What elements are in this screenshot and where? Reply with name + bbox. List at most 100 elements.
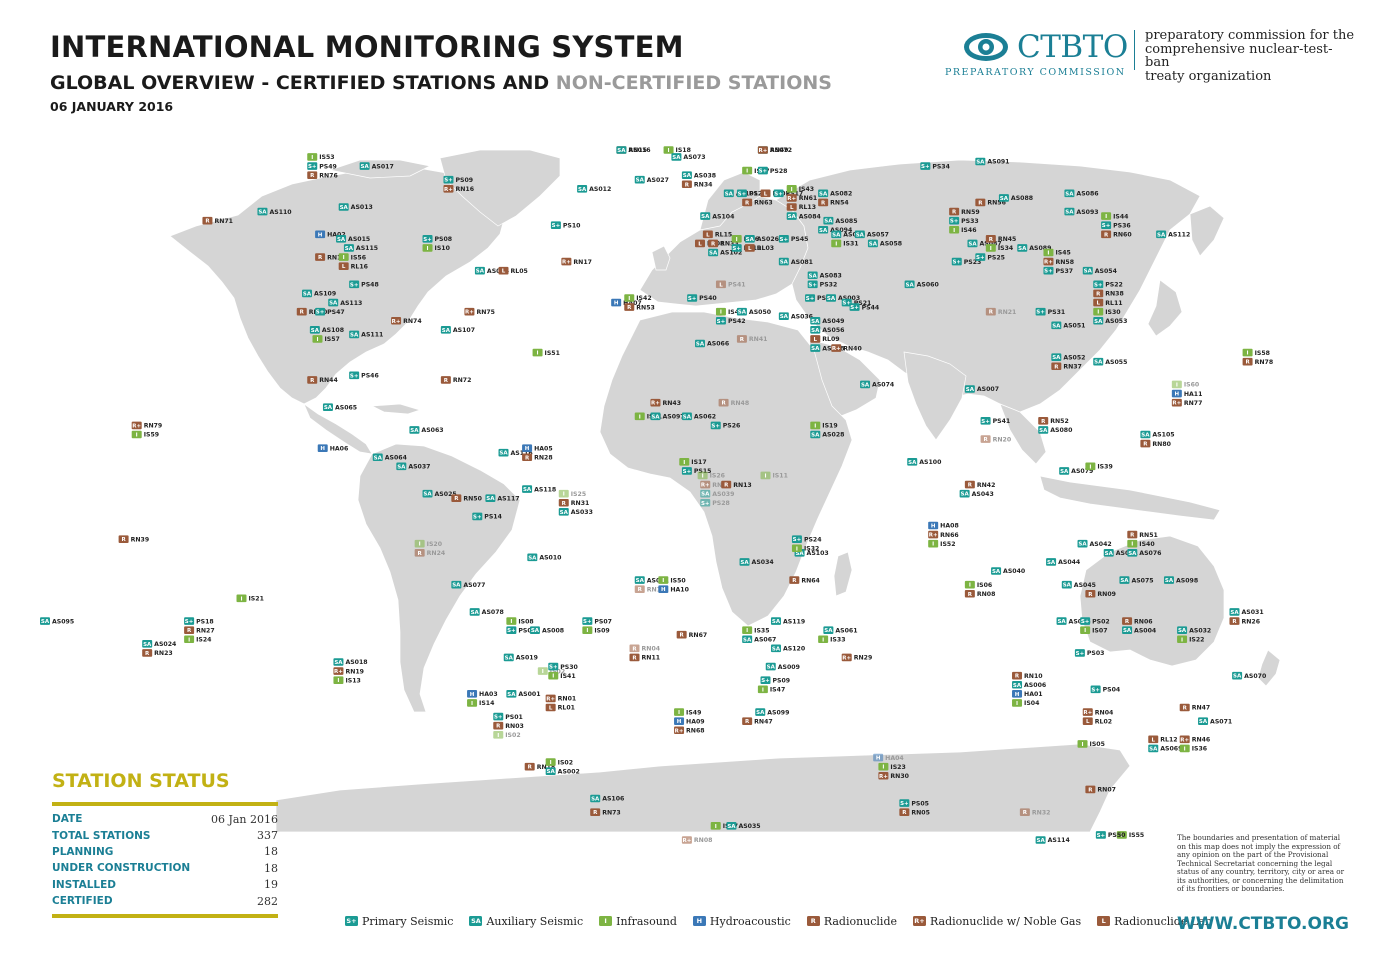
station-marker[interactable]: R RN67: [676, 630, 708, 639]
station-marker[interactable]: SA AS067: [742, 635, 776, 643]
station-marker[interactable]: S+ PS15: [681, 467, 712, 475]
station-marker[interactable]: SA AS008: [529, 626, 564, 634]
station-marker[interactable]: I IS26: [697, 471, 725, 480]
station-marker[interactable]: S+ PS33: [949, 216, 979, 225]
station-marker[interactable]: SA AS119: [770, 617, 805, 625]
station-marker[interactable]: SA AS077: [451, 580, 486, 589]
station-marker[interactable]: R RN47: [742, 717, 773, 725]
station-marker[interactable]: S+ PS05: [899, 799, 929, 807]
station-marker[interactable]: SA AS102: [708, 248, 742, 257]
station-marker[interactable]: SA AS088: [998, 194, 1033, 202]
station-marker[interactable]: R RN24: [414, 549, 446, 557]
station-marker[interactable]: SA AS054: [1082, 266, 1118, 275]
station-marker[interactable]: SA AS116: [498, 448, 533, 457]
station-marker[interactable]: SA AS027: [634, 175, 669, 184]
station-marker[interactable]: SA AS033: [558, 508, 593, 516]
station-marker[interactable]: R RN72: [440, 376, 472, 384]
station-marker[interactable]: SA AS051: [1051, 321, 1085, 330]
station-marker[interactable]: H HA09: [674, 717, 705, 725]
station-marker[interactable]: SA AS089: [1017, 244, 1051, 252]
station-marker[interactable]: S+ PS31: [1035, 307, 1066, 316]
station-marker[interactable]: H HA03: [467, 690, 498, 698]
station-marker[interactable]: SA AS118: [522, 485, 556, 493]
station-marker[interactable]: I IS14: [467, 699, 495, 707]
station-marker[interactable]: SA AS060: [904, 280, 940, 289]
station-marker[interactable]: R RN04: [629, 644, 661, 653]
station-marker[interactable]: R RN32: [1019, 808, 1051, 816]
station-marker[interactable]: SA AS087: [967, 239, 1002, 248]
station-marker[interactable]: H HA11: [1171, 389, 1203, 398]
station-marker[interactable]: SA AS114: [1035, 836, 1071, 844]
station-marker[interactable]: SA AS009: [765, 662, 800, 671]
station-marker[interactable]: L RL11: [1093, 298, 1123, 307]
station-marker[interactable]: S+ PS43: [805, 294, 835, 302]
station-marker[interactable]: SA AS097: [650, 412, 685, 421]
station-marker[interactable]: L RL12: [1148, 735, 1178, 744]
station-marker[interactable]: SA AS080: [1038, 426, 1073, 434]
station-marker[interactable]: SA AS113: [328, 298, 362, 307]
station-marker[interactable]: S+ PS48: [349, 280, 379, 289]
station-marker[interactable]: SA AS024: [142, 640, 177, 648]
station-marker[interactable]: R+ RN74: [391, 316, 422, 325]
station-marker[interactable]: SA AS112: [1156, 230, 1190, 239]
station-marker[interactable]: SA AS018: [333, 658, 368, 666]
station-marker[interactable]: I IS11: [760, 471, 788, 480]
station-marker[interactable]: R+ RN79: [131, 421, 163, 430]
ctbto-logo[interactable]: CTBTO PREPARATORY COMMISSION preparatory…: [945, 28, 1354, 83]
station-marker[interactable]: SA AS050: [736, 307, 772, 316]
station-marker[interactable]: I IS39: [1085, 462, 1113, 471]
station-marker[interactable]: R RN59: [949, 207, 980, 216]
station-marker[interactable]: SA AS025: [422, 489, 457, 498]
station-marker[interactable]: R RN13: [721, 480, 752, 489]
station-marker[interactable]: R RN45: [985, 235, 1017, 243]
station-marker[interactable]: I IS60: [1171, 380, 1200, 389]
station-marker[interactable]: SA AS003: [826, 294, 860, 302]
station-marker[interactable]: S+ PS45: [778, 235, 809, 243]
station-marker[interactable]: R RN21: [985, 307, 1017, 316]
station-marker[interactable]: S+ PS37: [1043, 266, 1073, 275]
station-marker[interactable]: R+ RN29: [841, 653, 873, 662]
station-marker[interactable]: R+ RN01: [545, 694, 577, 703]
station-marker[interactable]: R RN80: [1140, 439, 1172, 448]
station-marker[interactable]: SA AS108: [309, 326, 344, 334]
station-marker[interactable]: I IS25: [558, 489, 586, 498]
station-marker[interactable]: R RN26: [1229, 617, 1260, 625]
station-marker[interactable]: SA AS043: [959, 489, 994, 498]
station-marker[interactable]: SA AS011: [634, 576, 669, 584]
station-marker[interactable]: SA AS117: [485, 494, 520, 502]
station-marker[interactable]: SA AS109: [302, 289, 336, 298]
station-marker[interactable]: R RN18: [524, 762, 556, 771]
station-marker[interactable]: SA AS006: [1012, 680, 1046, 689]
station-marker[interactable]: SA AS079: [1059, 467, 1093, 475]
station-marker[interactable]: L RL02: [1082, 717, 1112, 725]
station-marker[interactable]: SA AS032: [1177, 626, 1211, 634]
station-marker[interactable]: I IS02: [537, 667, 565, 675]
station-marker[interactable]: R RN03: [493, 721, 524, 730]
station-marker[interactable]: SA AS106: [590, 794, 624, 803]
station-marker[interactable]: SA AS036: [778, 312, 813, 320]
station-marker[interactable]: S+ PS34: [920, 162, 951, 170]
station-marker[interactable]: SA AS064: [372, 453, 408, 461]
station-marker[interactable]: H HA08: [928, 521, 959, 530]
station-marker[interactable]: SA AS085: [823, 216, 858, 225]
station-marker[interactable]: R RN20: [980, 435, 1012, 443]
station-marker[interactable]: R RN12: [634, 585, 666, 593]
station-marker[interactable]: I IS13: [333, 676, 361, 684]
station-marker[interactable]: S+ PS28: [757, 166, 788, 175]
station-marker[interactable]: SA AS004: [1122, 626, 1157, 634]
station-marker[interactable]: S+ PS40: [687, 294, 717, 302]
station-marker[interactable]: SA AS057: [854, 230, 889, 239]
station-marker[interactable]: SA AS078: [469, 608, 504, 616]
station-marker[interactable]: SA AS007: [964, 385, 999, 393]
station-marker[interactable]: S+ PS18: [184, 617, 214, 625]
station-marker[interactable]: SA AS055: [1093, 357, 1127, 366]
station-marker[interactable]: R RN31: [558, 498, 590, 507]
station-marker[interactable]: R+ RN58: [1043, 257, 1074, 266]
station-marker[interactable]: R RN05: [899, 808, 930, 816]
station-marker[interactable]: SA AS105: [1140, 430, 1175, 439]
station-marker[interactable]: SA AS083: [807, 271, 842, 279]
station-marker[interactable]: R RN37: [1051, 362, 1082, 370]
station-marker[interactable]: R RN44: [307, 376, 338, 384]
station-marker[interactable]: I IS22: [1177, 635, 1204, 643]
station-marker[interactable]: SA AS093: [1064, 207, 1099, 216]
